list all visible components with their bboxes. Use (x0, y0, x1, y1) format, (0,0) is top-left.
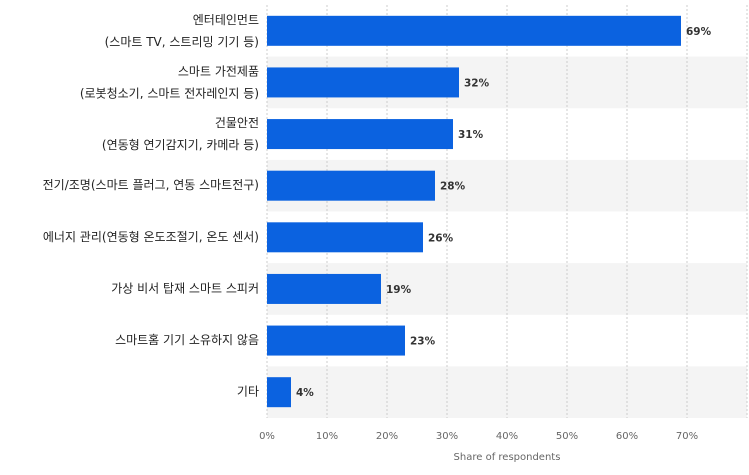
value-label: 31% (458, 129, 484, 141)
x-axis-title: Share of respondents (454, 452, 561, 463)
value-label: 69% (686, 26, 712, 38)
x-tick-label: 10% (316, 431, 338, 442)
bar (267, 273, 381, 304)
x-tick-label: 60% (616, 431, 638, 442)
value-label: 19% (386, 284, 412, 296)
category-label: 에너지 관리(연동형 온도조절기, 온도 센서) (43, 230, 259, 244)
bar (267, 325, 405, 356)
bar (267, 119, 453, 150)
category-label: 전기/조명(스마트 플러그, 연동 스마트전구) (43, 178, 259, 192)
x-tick-label: 20% (376, 431, 398, 442)
value-label: 28% (440, 181, 466, 193)
x-tick-label: 70% (676, 431, 698, 442)
value-label: 23% (410, 336, 436, 348)
bar (267, 15, 681, 46)
x-tick-label: 50% (556, 431, 578, 442)
category-label: 기타 (237, 385, 259, 399)
bar (267, 222, 423, 253)
category-label: 스마트 가전제품 (로봇청소기, 스마트 전자레인지 등) (80, 64, 259, 100)
value-label: 32% (464, 77, 490, 89)
x-tick-label: 40% (496, 431, 518, 442)
category-label: 엔터테인먼트 (스마트 TV, 스트리밍 기기 등) (105, 12, 259, 48)
x-tick-label: 0% (259, 431, 275, 442)
bar (267, 170, 435, 201)
bar (267, 377, 291, 408)
value-label: 4% (296, 387, 314, 399)
category-label: 스마트홈 기기 소유하지 않음 (115, 333, 259, 347)
category-label: 건물안전 (연동형 연기감지기, 카메라 등) (102, 116, 259, 152)
x-tick-label: 30% (436, 431, 458, 442)
category-label: 가상 비서 탑재 스마트 스피커 (111, 281, 259, 295)
bar (267, 67, 459, 98)
value-label: 26% (428, 232, 454, 244)
